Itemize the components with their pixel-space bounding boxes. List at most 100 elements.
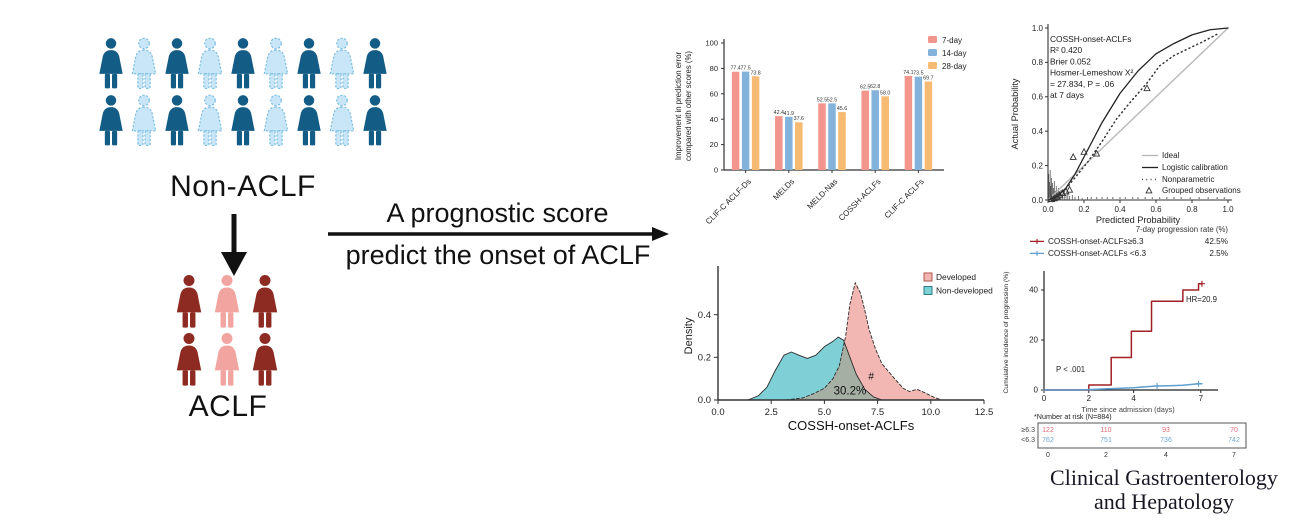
svg-text:Hosmer-Lemeshow X²: Hosmer-Lemeshow X² — [1050, 68, 1134, 78]
risk-table: *Number at risk (N=884) ≥6.3 <6.3 122 110 93 7… — [1021, 412, 1247, 458]
person-icon — [131, 94, 157, 146]
svg-text:R² 0.420: R² 0.420 — [1050, 45, 1082, 55]
svg-text:0.2: 0.2 — [1078, 205, 1090, 214]
svg-text:0: 0 — [1034, 386, 1039, 395]
person-icon — [329, 37, 355, 89]
y-axis-label: Density — [683, 317, 695, 354]
legend: 7-day progression rate (%) COSSH-onset-AC… — [1030, 225, 1228, 258]
svg-text:12.5: 12.5 — [975, 407, 994, 418]
legend: Ideal Logistic calibration Nonparametric Gr… — [1142, 151, 1241, 195]
aclf-label: ACLF — [188, 390, 268, 423]
arrow-caption-top: A prognostic score — [386, 198, 609, 228]
svg-text:0.0: 0.0 — [1032, 196, 1044, 205]
svg-text:0.8: 0.8 — [1186, 205, 1198, 214]
svg-text:Improvement in prediction erro: Improvement in prediction error — [674, 51, 683, 160]
svg-text:0: 0 — [1046, 452, 1050, 458]
non-aclf-icons — [96, 37, 390, 146]
person-icon — [231, 95, 255, 146]
journal-line2: and Hepatology — [1094, 489, 1234, 514]
svg-text:736: 736 — [1160, 437, 1172, 444]
person-icon — [165, 38, 189, 89]
series — [1047, 27, 1229, 203]
svg-text:P < .001: P < .001 — [1056, 365, 1085, 374]
overlap-annotation: 30.2%# — [834, 372, 875, 398]
aclf-icons — [173, 274, 281, 386]
svg-text:69.7: 69.7 — [923, 75, 933, 81]
svg-text:0.0: 0.0 — [711, 407, 724, 418]
svg-text:60: 60 — [710, 89, 718, 98]
density-areas — [747, 282, 942, 401]
person-icon — [329, 94, 355, 146]
person-icon — [99, 38, 123, 89]
person-icon — [363, 95, 387, 146]
svg-text:28-day: 28-day — [942, 62, 966, 71]
svg-text:0: 0 — [1042, 394, 1047, 403]
svg-text:≥6.3: ≥6.3 — [1021, 427, 1035, 434]
svg-text:1.0: 1.0 — [1032, 24, 1044, 33]
legend: 7-day 14-day 28-day — [928, 36, 966, 71]
person-icon — [176, 275, 202, 328]
svg-text:73.8: 73.8 — [750, 70, 760, 76]
non-aclf-label: Non-ACLF — [170, 170, 316, 203]
svg-text:Brier 0.052: Brier 0.052 — [1050, 56, 1091, 66]
svg-text:58.0: 58.0 — [880, 90, 890, 96]
svg-text:Nonparametric: Nonparametric — [1162, 175, 1214, 184]
svg-text:7-day: 7-day — [942, 36, 962, 45]
svg-text:Developed: Developed — [936, 272, 976, 282]
svg-text:7-day progression rate (%): 7-day progression rate (%) — [1136, 225, 1229, 234]
svg-text:CLIF-C ACLFs: CLIF-C ACLFs — [883, 177, 926, 220]
svg-text:20: 20 — [710, 140, 718, 149]
svg-text:0.4: 0.4 — [698, 310, 711, 321]
svg-text:7: 7 — [1199, 394, 1204, 403]
svg-text:*Number at risk (N=884): *Number at risk (N=884) — [1034, 412, 1112, 421]
svg-text:0.0: 0.0 — [698, 395, 711, 406]
person-icon — [263, 37, 289, 89]
svg-text:COSSH-onset-ACLFs: COSSH-onset-ACLFs — [788, 418, 915, 433]
svg-text:62.8: 62.8 — [870, 84, 880, 90]
svg-text:751: 751 — [1100, 437, 1112, 444]
svg-text:2: 2 — [1087, 394, 1092, 403]
svg-text:77.4: 77.4 — [730, 66, 740, 72]
svg-text:40: 40 — [710, 115, 718, 124]
svg-text:45.6: 45.6 — [837, 106, 847, 112]
svg-text:742: 742 — [1228, 437, 1240, 444]
svg-text:70: 70 — [1230, 427, 1238, 434]
y-axis-label: Improvement in prediction error compared … — [674, 51, 693, 161]
person-icon — [197, 94, 223, 146]
svg-text:Grouped observations: Grouped observations — [1162, 186, 1241, 195]
person-icon — [131, 37, 157, 89]
legend: Developed Non-developed — [923, 272, 993, 296]
svg-text:52.5: 52.5 — [817, 97, 827, 103]
svg-text:#: # — [868, 372, 874, 383]
svg-text:1.0: 1.0 — [1222, 205, 1234, 214]
axes: 0 20 40 0 2 4 7 — [1029, 271, 1218, 403]
svg-text:2.5%: 2.5% — [1209, 249, 1228, 258]
svg-text:HR=20.9: HR=20.9 — [1186, 295, 1217, 304]
person-icon — [231, 38, 255, 89]
svg-text:COSSH-onset-ACLFs≥6.3: COSSH-onset-ACLFs≥6.3 — [1048, 237, 1144, 246]
person-icon — [252, 275, 278, 328]
svg-text:93: 93 — [1162, 427, 1170, 434]
svg-text:Time since admission (days): Time since admission (days) — [1081, 405, 1174, 414]
svg-text:37.6: 37.6 — [794, 116, 804, 122]
svg-text:77.5: 77.5 — [740, 66, 750, 72]
svg-text:122: 122 — [1042, 427, 1054, 434]
svg-text:0.8: 0.8 — [1032, 58, 1044, 67]
person-icon — [197, 37, 223, 89]
svg-text:4: 4 — [1164, 452, 1168, 458]
person-icon — [176, 333, 202, 386]
person-icon — [214, 275, 240, 328]
bars — [731, 71, 933, 170]
person-icon — [263, 94, 289, 146]
svg-text:COSSH-onset-ACLFs <6.3: COSSH-onset-ACLFs <6.3 — [1048, 249, 1147, 258]
svg-text:20: 20 — [1029, 336, 1038, 345]
calibration-plot: 0.0 0.2 0.4 0.6 0.8 1.0 0.0 0.2 0.4 0.6 0.8 1.0 Pred… — [1010, 24, 1241, 225]
svg-text:41.9: 41.9 — [784, 111, 794, 117]
person-icon — [165, 95, 189, 146]
svg-text:0.0: 0.0 — [1042, 205, 1054, 214]
svg-text:COSSH-ACLFs: COSSH-ACLFs — [837, 177, 883, 223]
svg-text:4: 4 — [1131, 394, 1136, 403]
person-icon — [99, 95, 123, 146]
svg-text:74.1: 74.1 — [903, 70, 913, 76]
